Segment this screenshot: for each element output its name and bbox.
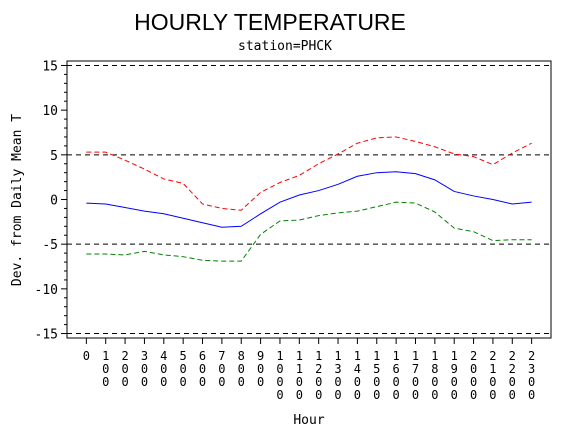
chart-title: HOURLY TEMPERATURE <box>134 9 406 35</box>
plot-frame <box>66 60 552 339</box>
y-tick-label: -5 <box>42 238 58 253</box>
y-tick-label: 10 <box>42 104 58 119</box>
series-line-2 <box>86 201 532 262</box>
series-line-1 <box>86 171 532 228</box>
y-tick-label: 5 <box>50 149 58 164</box>
y-tick-label: 15 <box>42 59 58 74</box>
x-tick-label: 0 <box>83 349 90 363</box>
y-tick-label: -15 <box>35 328 58 343</box>
y-tick-label: 0 <box>50 194 58 209</box>
reference-lines <box>67 64 551 335</box>
chart-subtitle: station=PHCK <box>238 39 332 54</box>
x-axis-label: Hour <box>293 413 324 428</box>
y-tick-label: -10 <box>35 283 58 298</box>
y-axis-ticks: -15 -10 -5 0 5 10 15 <box>35 59 67 343</box>
y-axis-label: Dev. from Daily Mean T <box>10 114 25 286</box>
series-line-0 <box>86 136 532 211</box>
series-layer <box>86 136 532 262</box>
x-axis-ticks: 0 1 0 0 2 0 0 3 0 0 4 0 0 5 0 0 6 0 0 7 0 0 8 0 0 9 0 0 1 0 0 0 1 1 0 0 1 2 0 0… <box>83 338 535 402</box>
